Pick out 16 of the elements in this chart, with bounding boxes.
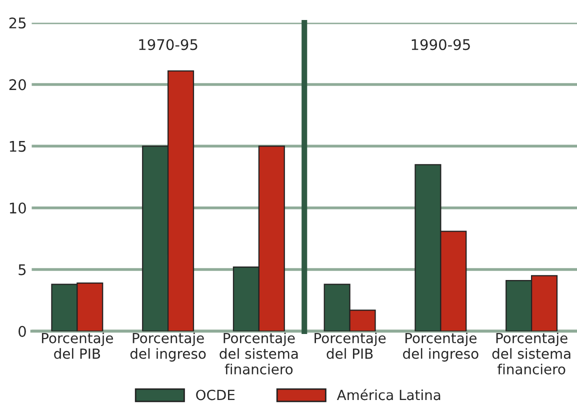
x-tick-label: Porcentaje del sistema financiero: [220, 332, 298, 374]
x-tick-label: Porcentaje del sistema financiero: [492, 332, 570, 374]
x-tick-label: Porcentaje del ingreso: [130, 332, 206, 362]
annotation: 1970-95: [139, 39, 198, 50]
y-tick-label: 0: [18, 326, 26, 337]
legend-label: América Latina: [336, 388, 440, 400]
x-tick-label: Porcentaje del PIB: [314, 332, 386, 359]
annotation: 1990-95: [412, 39, 470, 50]
x-tick-label: Porcentaje del PIB: [42, 332, 113, 359]
y-tick-label: 25: [9, 17, 26, 29]
y-tick-label: 20: [9, 79, 26, 90]
y-tick-label: 10: [10, 202, 26, 214]
x-tick-label: Porcentaje del ingreso: [403, 332, 478, 362]
y-tick-label: 5: [18, 264, 26, 276]
y-tick-label: 15: [10, 141, 26, 152]
legend-label: OCDE: [196, 390, 235, 400]
